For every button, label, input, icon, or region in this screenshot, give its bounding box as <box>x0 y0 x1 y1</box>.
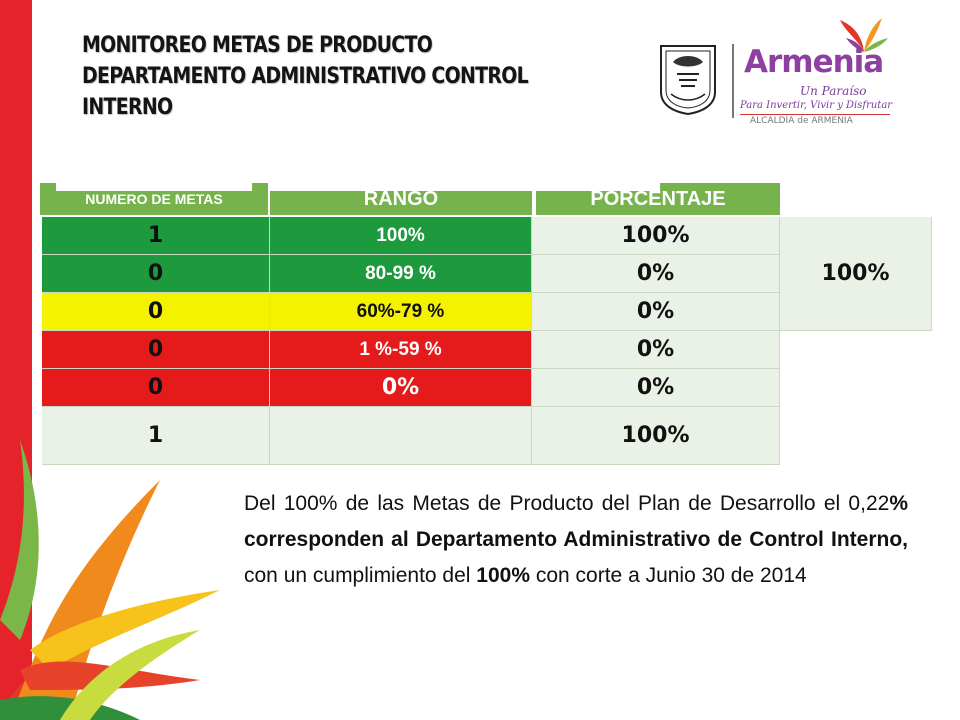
table-cell-percent: 0% <box>532 369 780 407</box>
page-title: MONITOREO METAS DE PRODUCTO DEPARTAMENTO… <box>82 30 642 123</box>
table-cell-count: 1 <box>42 217 270 255</box>
table-cell-range: 60%-79 % <box>270 293 532 331</box>
table-cell-percent: 100% <box>532 217 780 255</box>
summary-text: con un cumplimiento del <box>244 564 477 587</box>
summary-text-bold: % corresponden al Departamento Administr… <box>244 492 908 551</box>
summary-percent: 100% <box>476 564 531 587</box>
logo-divider <box>732 44 734 118</box>
municipal-seal-logo <box>660 45 716 116</box>
title-line: INTERNO <box>82 95 173 120</box>
header-label: RANGO <box>363 187 439 210</box>
armenia-brand-logo: Armenia Un Paraíso Para Invertir, Vivir … <box>740 16 900 126</box>
table-total-count: 1 <box>42 407 270 465</box>
table-total-range <box>270 407 532 465</box>
header-label: PORCENTAJE <box>590 187 726 210</box>
table-cell-percent: 0% <box>532 331 780 369</box>
table-cell-range: 80-99 % <box>270 255 532 293</box>
table-cell-percent: 0% <box>532 293 780 331</box>
summary-text: Del 100% de las Metas de Producto del Pl… <box>244 492 890 515</box>
logo-rule <box>740 114 890 115</box>
table-cell-range: 100% <box>270 217 532 255</box>
header-label: NUMERO DE METAS <box>85 191 223 207</box>
logo-office: ALCALDÍA de ARMENIA <box>750 116 853 126</box>
table-cell-count: 0 <box>42 369 270 407</box>
bird-of-paradise-flower-illustration <box>0 440 220 720</box>
table-cell-count: 0 <box>42 331 270 369</box>
header-spacer <box>56 183 252 191</box>
header-spacer <box>536 183 660 191</box>
logo-wordmark: Armenia <box>744 44 884 80</box>
table-cell-range: 0% <box>270 369 532 407</box>
header-spacer <box>270 183 532 191</box>
table-cell-count: 0 <box>42 255 270 293</box>
table-cell-percent: 0% <box>532 255 780 293</box>
title-line: DEPARTAMENTO ADMINISTRATIVO CONTROL <box>82 64 529 89</box>
table-cell-range: 1 %-59 % <box>270 331 532 369</box>
table-cell-count: 0 <box>42 293 270 331</box>
flower-mark-icon <box>840 18 888 52</box>
logo-tagline: Para Invertir, Vivir y Disfrutar <box>740 100 893 111</box>
summary-text: con corte a Junio 30 de 2014 <box>530 564 807 587</box>
summary-paragraph: Del 100% de las Metas de Producto del Pl… <box>244 486 908 594</box>
logo-subtitle: Un Paraíso <box>800 84 867 98</box>
table-total-percent: 100% <box>532 407 780 465</box>
overall-percent-cell: 100% <box>780 217 932 331</box>
title-line: MONITOREO METAS DE PRODUCTO <box>82 33 433 58</box>
